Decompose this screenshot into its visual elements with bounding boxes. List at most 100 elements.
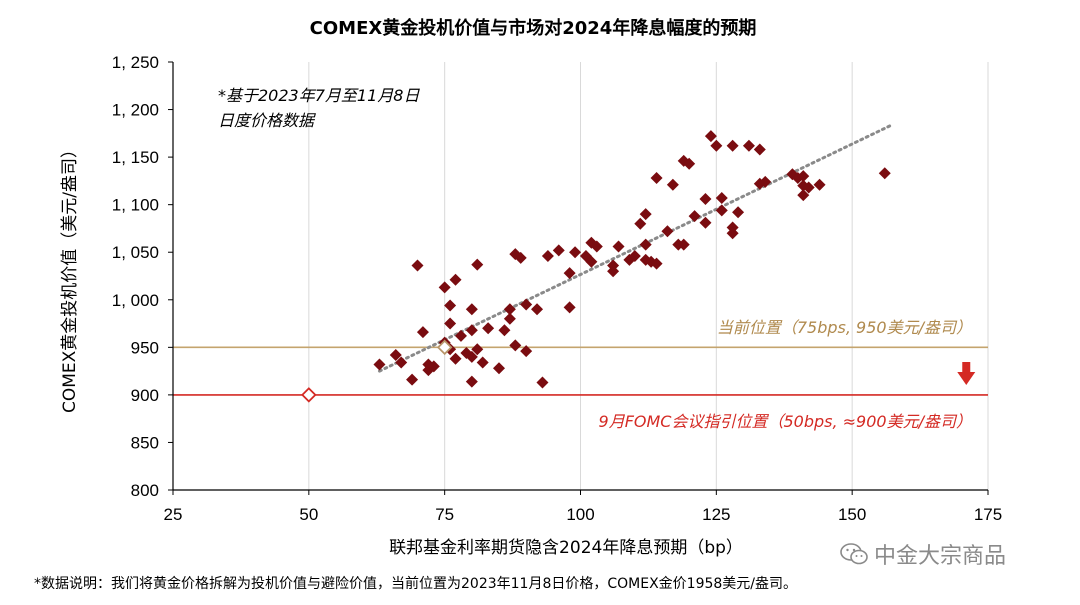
data-point-33 bbox=[520, 298, 533, 311]
tick-labels: 800 850 900 950 1, 000 1, 050 1, 100 1, 150 1, 2… bbox=[112, 53, 1002, 524]
data-point-52 bbox=[639, 208, 652, 221]
data-point-9 bbox=[438, 281, 451, 294]
wechat-icon bbox=[840, 543, 868, 565]
x-tick-label-150: 150 bbox=[838, 505, 866, 524]
data-point-36 bbox=[536, 376, 549, 389]
axes bbox=[168, 61, 989, 495]
data-point-41 bbox=[569, 246, 582, 259]
data-point-4 bbox=[411, 259, 424, 272]
data-point-85 bbox=[813, 178, 826, 191]
y-tick-label-850: 850 bbox=[131, 433, 159, 452]
note-line-2: 日度价格数据 bbox=[218, 111, 316, 130]
y-tick-label-1150: 1, 150 bbox=[112, 148, 159, 167]
data-point-38 bbox=[552, 244, 565, 257]
fomc-guidance-marker bbox=[301, 387, 317, 403]
data-point-11 bbox=[444, 317, 457, 330]
y-tick-label-900: 900 bbox=[131, 386, 159, 405]
data-point-51 bbox=[634, 217, 647, 230]
data-point-24 bbox=[476, 356, 489, 369]
y-tick-label-1000: 1, 000 bbox=[112, 291, 159, 310]
data-point-39 bbox=[563, 267, 576, 280]
trend-line-path bbox=[377, 124, 892, 373]
x-tick-label-50: 50 bbox=[299, 505, 318, 524]
data-point-13 bbox=[444, 299, 457, 312]
data-point-53 bbox=[639, 238, 652, 251]
data-point-57 bbox=[650, 257, 663, 270]
data-point-64 bbox=[688, 210, 701, 223]
data-point-21 bbox=[465, 375, 478, 388]
data-point-0 bbox=[373, 358, 386, 371]
data-point-82 bbox=[797, 170, 810, 183]
data-point-3 bbox=[406, 373, 419, 386]
data-point-16 bbox=[454, 329, 467, 342]
data-point-50 bbox=[628, 250, 641, 263]
x-tick-label-25: 25 bbox=[164, 505, 183, 524]
note-line-1: *基于2023年7月至11月8日 bbox=[218, 86, 420, 105]
data-point-28 bbox=[503, 303, 516, 316]
y-tick-label-800: 800 bbox=[131, 481, 159, 500]
data-point-62 bbox=[677, 238, 690, 251]
x-tick-label-125: 125 bbox=[702, 505, 730, 524]
data-point-76 bbox=[753, 143, 766, 156]
fomc-guidance-label: 9月FOMC会议指引位置（50bps, ≈900美元/盎司） bbox=[599, 412, 972, 431]
data-point-73 bbox=[726, 227, 739, 240]
data-point-56 bbox=[650, 172, 663, 185]
data-point-69 bbox=[715, 192, 728, 205]
chart-title: COMEX黄金投机价值与市场对2024年降息幅度的预期 bbox=[310, 17, 757, 39]
data-point-23 bbox=[471, 258, 484, 271]
footnote: *数据说明：我们将黄金价格拆解为投机价值与避险价值，当前位置为2023年11月8… bbox=[34, 576, 798, 592]
data-point-5 bbox=[416, 326, 429, 339]
data-point-40 bbox=[563, 301, 576, 314]
data-point-48 bbox=[612, 240, 625, 253]
x-tick-label-100: 100 bbox=[566, 505, 594, 524]
data-points bbox=[373, 130, 891, 389]
data-point-20 bbox=[465, 350, 478, 363]
watermark-text: 中金大宗商品 bbox=[874, 544, 1007, 569]
current-position-label: 当前位置（75bps, 950美元/盎司） bbox=[717, 318, 972, 337]
data-point-47 bbox=[607, 259, 620, 272]
data-point-83 bbox=[797, 189, 810, 202]
data-point-68 bbox=[710, 139, 723, 152]
data-point-86 bbox=[878, 167, 891, 180]
data-point-35 bbox=[531, 303, 544, 316]
watermark: 中金大宗商品 bbox=[840, 538, 1006, 570]
data-point-45 bbox=[590, 240, 603, 253]
y-tick-label-1200: 1, 200 bbox=[112, 101, 159, 120]
trend-line bbox=[377, 124, 892, 373]
highlight-points bbox=[301, 339, 976, 403]
data-point-29 bbox=[503, 312, 516, 325]
data-point-75 bbox=[742, 139, 755, 152]
data-point-14 bbox=[449, 352, 462, 365]
data-point-67 bbox=[704, 130, 717, 143]
data-point-15 bbox=[449, 273, 462, 286]
data-point-1 bbox=[389, 348, 402, 361]
data-point-66 bbox=[699, 192, 712, 205]
data-point-8 bbox=[427, 360, 440, 373]
y-tick-label-950: 950 bbox=[131, 338, 159, 357]
data-point-58 bbox=[661, 225, 674, 238]
y-tick-label-1250: 1, 250 bbox=[112, 53, 159, 72]
x-tick-label-75: 75 bbox=[435, 505, 454, 524]
x-tick-label-175: 175 bbox=[974, 505, 1002, 524]
data-point-2 bbox=[395, 356, 408, 369]
data-point-31 bbox=[509, 339, 522, 352]
data-point-32 bbox=[514, 251, 527, 264]
y-axis-label: COMEX黄金投机价值（美元/盎司） bbox=[60, 141, 80, 413]
data-point-59 bbox=[666, 178, 679, 191]
data-point-25 bbox=[482, 322, 495, 335]
data-point-65 bbox=[699, 216, 712, 229]
data-point-70 bbox=[715, 204, 728, 217]
data-point-37 bbox=[541, 250, 554, 263]
current-position-marker bbox=[436, 339, 453, 356]
data-point-26 bbox=[493, 362, 505, 375]
down-arrow-icon bbox=[957, 362, 976, 385]
data-point-18 bbox=[465, 303, 478, 316]
data-point-22 bbox=[471, 343, 484, 356]
y-tick-label-1050: 1, 050 bbox=[112, 243, 159, 262]
x-axis-label: 联邦基金利率期货隐含2024年降息预期（bp） bbox=[389, 538, 743, 558]
data-point-63 bbox=[683, 157, 696, 170]
data-point-34 bbox=[520, 345, 533, 358]
data-point-43 bbox=[585, 255, 598, 268]
data-point-78 bbox=[759, 175, 772, 188]
